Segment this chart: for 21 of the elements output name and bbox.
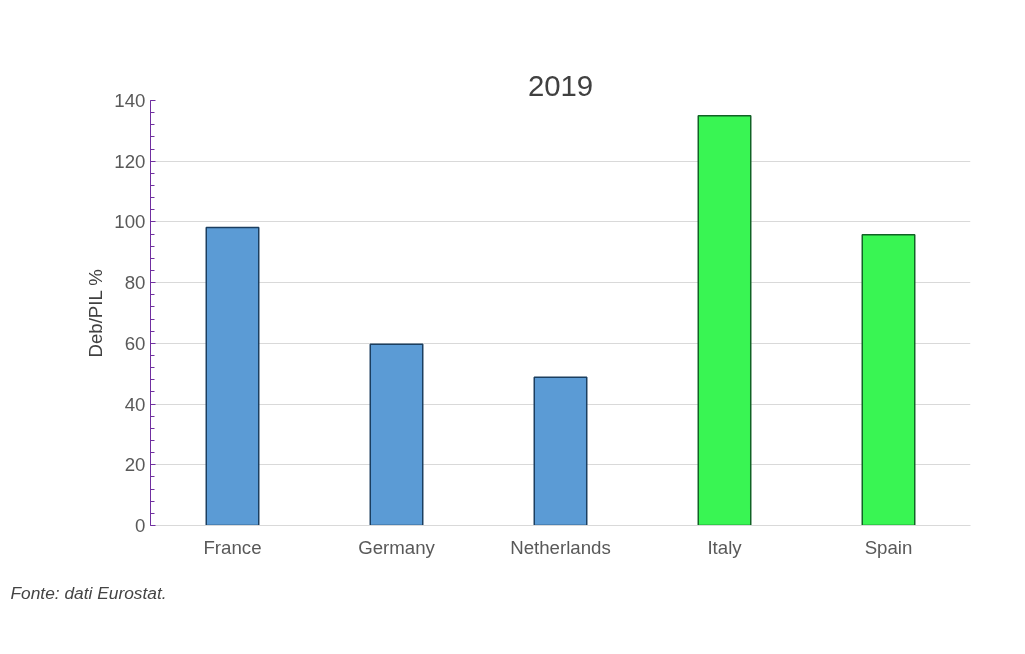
y-tick-label: 120	[114, 150, 146, 172]
x-tick-label: Germany	[358, 536, 436, 558]
x-tick-label: Italy	[707, 536, 743, 558]
bar	[861, 233, 916, 526]
bar	[533, 376, 588, 526]
bar	[369, 343, 424, 526]
y-tick-label: 80	[124, 272, 146, 294]
y-tick-label: 140	[114, 90, 146, 111]
x-tick-label: Netherlands	[510, 536, 611, 558]
y-tick-label: 20	[124, 454, 146, 476]
bar	[205, 226, 260, 526]
chart-title: 2019	[527, 68, 594, 102]
y-tick-label: 60	[124, 332, 146, 354]
x-tick-label: Spain	[864, 536, 913, 558]
y-tick-label: 0	[135, 515, 146, 536]
bar	[697, 114, 752, 526]
source-note: Fonte: dati Eurostat.	[10, 582, 167, 603]
y-tick-label: 40	[124, 393, 146, 415]
y-axis-title: Deb/PIL %	[85, 269, 107, 358]
x-tick-label: France	[203, 536, 262, 558]
y-tick-label: 100	[114, 211, 146, 233]
